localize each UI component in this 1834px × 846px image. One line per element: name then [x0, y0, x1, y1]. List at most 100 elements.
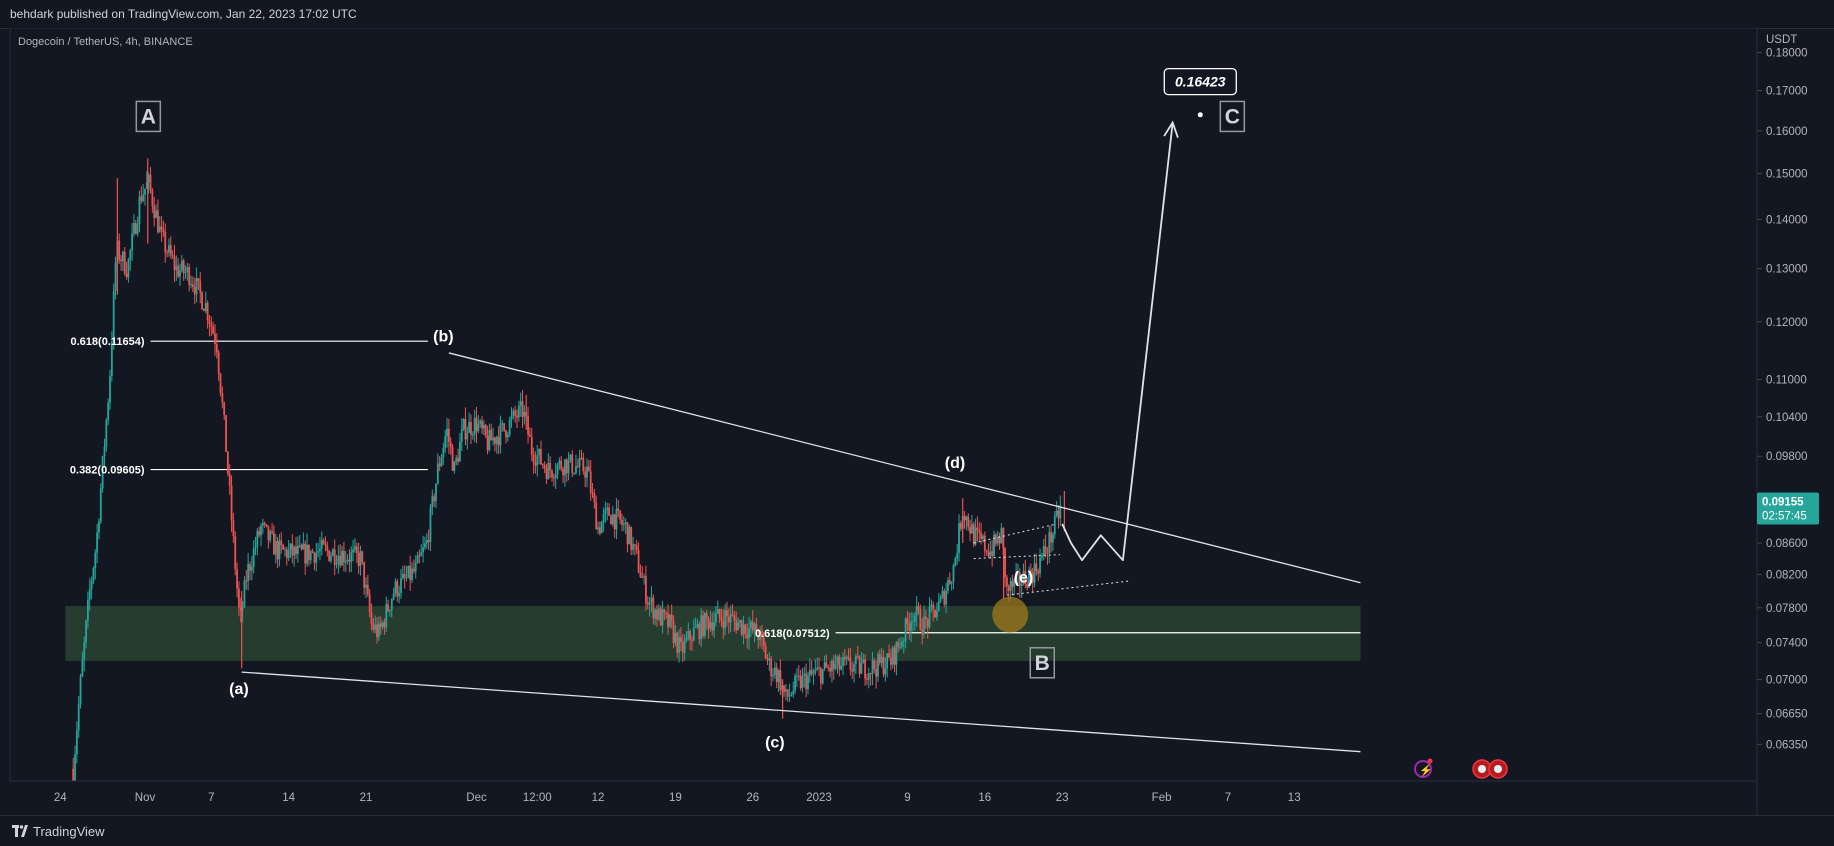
highlight-circle[interactable] [992, 596, 1029, 633]
wave-box[interactable] [1219, 100, 1246, 133]
candle-body [1017, 572, 1019, 574]
wave-box[interactable] [1029, 647, 1056, 679]
price-chart[interactable]: 0.618(0.11654) 0.382(0.09605) 0.618(0.0751… [0, 28, 1834, 815]
candle-body [164, 232, 167, 253]
candle-body [924, 616, 927, 620]
candle-body [289, 543, 292, 550]
candle-body [586, 466, 588, 478]
candle-body [996, 536, 999, 544]
candle-body [193, 286, 196, 295]
candle-body [573, 472, 576, 474]
projection-arrowhead [1163, 120, 1179, 138]
time-tick-label: Nov [135, 792, 156, 804]
trendline-upper[interactable] [448, 352, 1361, 584]
candle-body [331, 549, 334, 556]
candle-body [335, 564, 338, 566]
price-tick-label: 0.11000 [1766, 375, 1807, 387]
candle-body [188, 267, 191, 285]
candle-body [978, 530, 981, 533]
candle-body [306, 544, 308, 564]
candle-body [683, 640, 686, 653]
wave-box[interactable] [135, 100, 162, 133]
candle-body [280, 540, 283, 545]
trendline-lower[interactable] [241, 671, 1361, 753]
lightning-icon[interactable] [1414, 760, 1432, 778]
triangle-dotted-line[interactable] [1006, 580, 1129, 596]
candle-body [110, 342, 113, 377]
candle-body [470, 421, 472, 435]
candle-body [190, 284, 192, 286]
candle-body [808, 669, 811, 676]
candle-body [702, 615, 704, 636]
support-zone[interactable] [65, 606, 1361, 661]
candle-body [713, 622, 715, 631]
candle-body [514, 410, 517, 416]
time-axis[interactable]: 24 Nov 7 14 21 Dec 12:00 12 19 26 2023 9 16 23 Feb 7 13 [54, 792, 1301, 804]
candle-body [206, 302, 209, 321]
candle-body [145, 181, 148, 189]
time-tick-label: 9 [904, 792, 910, 804]
candle-body [179, 270, 181, 277]
candle-body [768, 658, 771, 661]
candle-body [707, 618, 710, 629]
candle-body [831, 660, 833, 672]
candle-body [562, 469, 564, 476]
candle-body [608, 507, 610, 516]
candle-body [368, 594, 371, 613]
candle-body [276, 540, 279, 560]
candle-body [267, 525, 270, 541]
candle-body [622, 523, 625, 526]
wave-label[interactable]: (a) [229, 681, 249, 698]
candle-body [477, 423, 480, 432]
candle-body [595, 502, 598, 530]
wave-label[interactable]: (c) [765, 734, 785, 751]
price-tick-label: 0.17000 [1766, 86, 1808, 98]
triangle-dotted-line[interactable] [973, 554, 1060, 560]
candle-body [427, 539, 430, 542]
candle-body [158, 226, 161, 233]
candle-body [221, 393, 224, 403]
candle-body [578, 458, 581, 467]
candle-body [759, 630, 762, 641]
time-tick-label: Dec [466, 792, 487, 804]
candle-body [862, 659, 865, 663]
target-callout-box[interactable] [1163, 67, 1237, 96]
candle-body [471, 434, 474, 436]
candle-body [674, 632, 677, 643]
candle-body [123, 251, 126, 274]
candle-body [517, 405, 520, 418]
triangle-dotted-line[interactable] [973, 523, 1057, 544]
wave-label[interactable]: (b) [433, 328, 453, 345]
candle-body [788, 695, 791, 697]
candle-body [593, 493, 596, 503]
candle-body [444, 436, 447, 448]
candle-body [823, 662, 826, 670]
candle-body [180, 260, 183, 271]
price-axis[interactable]: 0.18000 0.17000 0.16000 0.15000 0.14000 0.130… [1757, 48, 1808, 752]
candle-body [433, 496, 436, 502]
wave-label[interactable]: (d) [945, 455, 965, 472]
candle-body [1028, 569, 1030, 588]
time-tick-label: Feb [1152, 792, 1172, 804]
time-tick-label: 26 [746, 792, 759, 804]
candle-body [976, 527, 979, 531]
candle-body [291, 543, 294, 556]
candle-body [284, 549, 286, 551]
candle-body [309, 551, 312, 561]
time-tick-label: 16 [978, 792, 991, 804]
candle-body [915, 606, 918, 617]
last-price-countdown: 02:57:45 [1762, 510, 1807, 522]
wave-label[interactable]: (e) [1014, 570, 1034, 587]
candle-body [959, 523, 962, 529]
candle-body [893, 647, 896, 665]
candle-body [965, 516, 968, 521]
candle-body [604, 509, 607, 514]
candle-body [490, 429, 493, 441]
candle-body [727, 616, 730, 623]
projection-path[interactable] [1061, 122, 1174, 562]
candle-body [536, 455, 539, 466]
candle-body [773, 667, 776, 675]
candle-body [718, 609, 721, 618]
candle-body [169, 245, 172, 256]
candle-body [849, 657, 852, 670]
